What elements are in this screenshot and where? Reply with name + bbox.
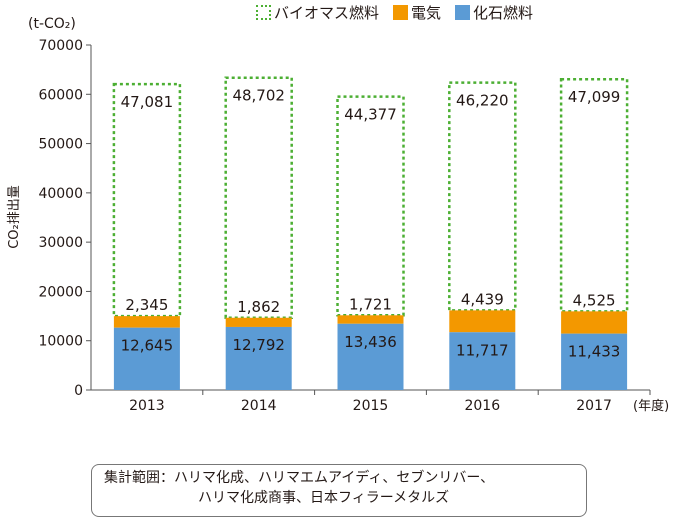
data-label-electricity: 1,721 (349, 295, 392, 313)
legend-swatch-biomass (256, 5, 271, 20)
legend-swatch-fossil (455, 5, 471, 20)
y-tick-label: 0 (74, 383, 83, 399)
scope-note-line-1: 集計範囲：ハリマ化成、ハリマエムアイディ、セブンリバー、 (104, 470, 495, 486)
y-tick-label: 40000 (38, 186, 83, 202)
chart-legend: バイオマス燃料 電気 化石燃料 (256, 2, 547, 23)
x-tick-label: 2017 (576, 398, 612, 414)
bar-electricity (561, 311, 628, 334)
data-label-biomass: 47,099 (568, 88, 621, 106)
scope-note-line-2: ハリマ化成商事、日本フィラーメタルズ (198, 490, 450, 506)
scope-note: 集計範囲：ハリマ化成、ハリマエムアイディ、セブンリバー、 ハリマ化成商事、日本フ… (91, 464, 587, 517)
data-label-biomass: 48,702 (232, 87, 285, 105)
x-axis-title: (年度) (633, 398, 669, 414)
data-label-fossil: 11,433 (568, 343, 621, 361)
data-label-electricity: 1,862 (237, 298, 280, 316)
bar-fossil (449, 332, 516, 390)
y-tick-label: 60000 (38, 87, 83, 103)
bar-fossil (337, 323, 404, 390)
legend-swatch-electricity (393, 5, 409, 20)
bar-fossil (225, 326, 292, 390)
bar-fossil (113, 327, 180, 390)
data-label-biomass: 46,220 (456, 92, 509, 110)
bar-fossil (561, 333, 628, 390)
stacked-bar-chart: 0 10000 20000 30000 40000 50000 60000 70000 (t-C… (7, 16, 669, 414)
data-label-fossil: 12,645 (121, 337, 174, 355)
x-tick-label: 2016 (464, 398, 500, 414)
data-label-electricity: 4,525 (573, 291, 616, 309)
y-tick-label: 20000 (38, 284, 83, 300)
bar-electricity (225, 317, 292, 327)
data-label-backdrop (236, 296, 281, 315)
y-unit-label: (t-CO₂) (28, 16, 76, 32)
y-tick-label: 10000 (38, 334, 83, 350)
legend-item-biomass: バイオマス燃料 (256, 2, 379, 23)
data-label-biomass: 47,081 (121, 93, 174, 111)
data-label-electricity: 2,345 (125, 296, 168, 314)
data-label-fossil: 11,717 (456, 341, 509, 359)
bar-biomass (224, 76, 293, 320)
data-label-backdrop (124, 295, 169, 314)
x-tick-label: 2014 (241, 398, 277, 414)
bar-electricity (449, 310, 516, 333)
y-tick-label: 30000 (38, 235, 83, 251)
data-label-backdrop (460, 289, 505, 308)
legend-label-biomass: バイオマス燃料 (274, 4, 380, 22)
y-tick-label: 50000 (38, 137, 83, 153)
bar-electricity (113, 316, 180, 328)
x-tick-label: 2015 (353, 398, 389, 414)
legend-label-electricity: 電気 (411, 4, 442, 22)
data-label-fossil: 13,436 (344, 333, 397, 351)
bar-electricity (337, 315, 404, 324)
bar-biomass (448, 81, 517, 312)
bar-biomass (559, 77, 629, 313)
legend-item-electricity: 電気 (393, 2, 441, 23)
bar-biomass (112, 82, 182, 318)
data-label-electricity: 4,439 (461, 290, 504, 308)
data-label-biomass: 44,377 (344, 106, 397, 124)
x-tick-label: 2013 (129, 398, 165, 414)
bar-biomass (336, 95, 405, 317)
data-label-fossil: 12,792 (232, 336, 285, 354)
legend-label-fossil: 化石燃料 (473, 4, 534, 22)
data-label-backdrop (348, 294, 393, 313)
y-axis-title: CO₂排出量 (7, 185, 22, 249)
y-tick-label: 70000 (38, 38, 83, 54)
data-label-backdrop (572, 290, 617, 309)
legend-item-fossil: 化石燃料 (455, 2, 533, 23)
